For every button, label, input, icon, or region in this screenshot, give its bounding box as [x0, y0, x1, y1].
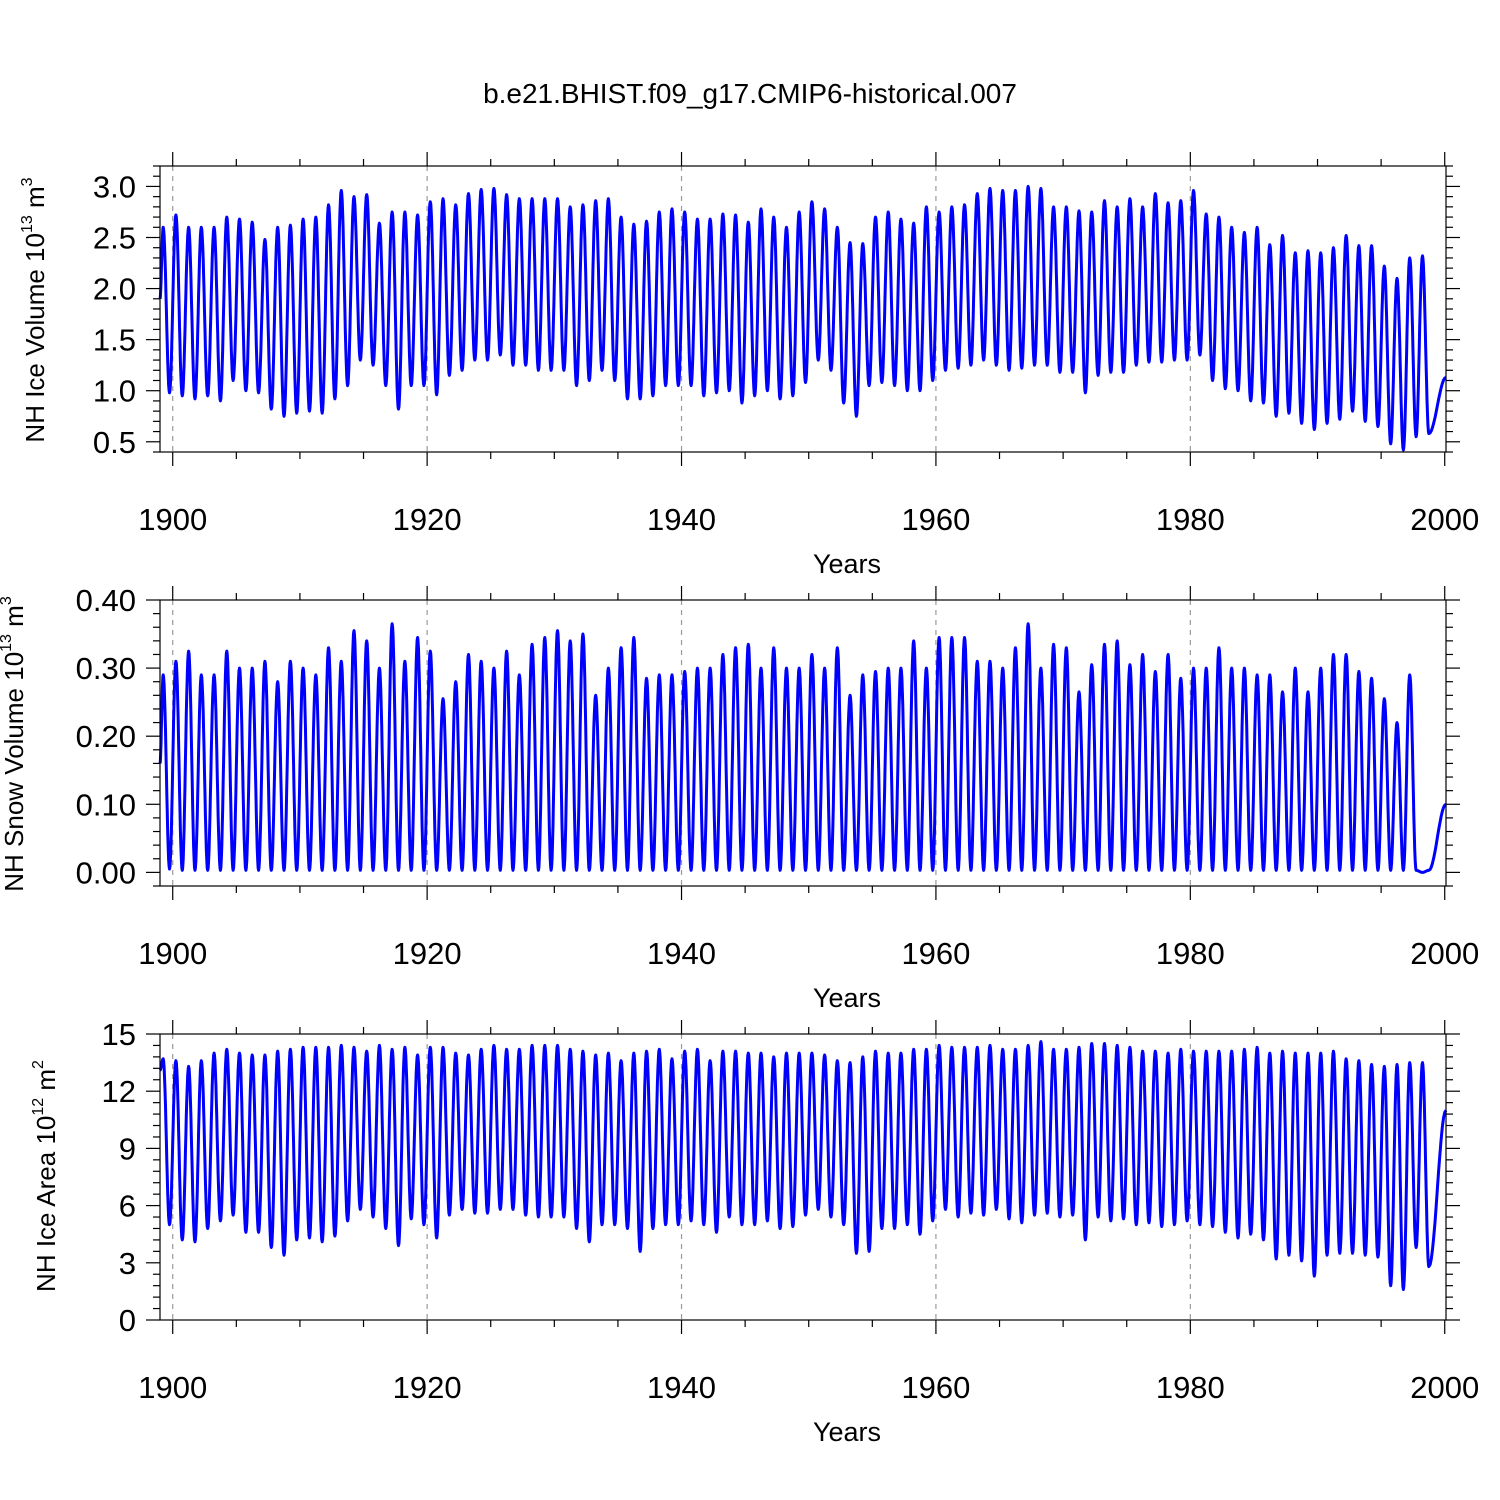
y-tick-label: 0.20: [76, 719, 136, 754]
ice-volume-panel: 1900 1920 1940 1960 1980 2000 Years 0.5 1.0 1.5 2.…: [19, 152, 1479, 579]
x-tick-label: 2000: [1410, 1370, 1479, 1405]
y-ticks: [146, 1033, 1460, 1321]
x-tick-label: 1900: [138, 1370, 207, 1405]
x-tick-label: 1900: [138, 936, 207, 971]
x-ticks: [172, 152, 1446, 466]
figure-title: b.e21.BHIST.f09_g17.CMIP6-historical.007: [483, 78, 1017, 109]
y-tick-label: 2.5: [93, 221, 136, 256]
x-tick-label: 1940: [647, 502, 716, 537]
x-ticks: [172, 586, 1446, 900]
y-tick-label: 12: [102, 1074, 136, 1109]
x-tick-label: 2000: [1410, 936, 1479, 971]
x-tick-label: 1940: [647, 1370, 716, 1405]
x-tick-label: 1920: [393, 502, 462, 537]
y-tick-label: 0.30: [76, 651, 136, 686]
x-tick-label: 2000: [1410, 502, 1479, 537]
y-tick-label: 15: [102, 1017, 136, 1052]
plot-frame: [159, 1033, 1447, 1321]
x-tick-label: 1900: [138, 502, 207, 537]
series-line: [158, 1040, 1448, 1291]
y-tick-label: 3.0: [93, 169, 136, 204]
x-tick-label: 1960: [901, 936, 970, 971]
y-axis-label: NH Ice Volume 1013 m3: [19, 177, 50, 442]
series-line: [158, 184, 1447, 452]
snow-volume-panel: 1900 1920 1940 1960 1980 2000 Years 0.00 0.10 0.2…: [0, 583, 1479, 1013]
x-axis-label: Years: [813, 983, 881, 1013]
x-tick-label: 1980: [1156, 1370, 1225, 1405]
y-tick-label: 2.0: [93, 272, 136, 307]
y-tick-label: 6: [119, 1189, 136, 1224]
x-tick-label: 1980: [1156, 936, 1225, 971]
plot-frame: [159, 599, 1447, 887]
series-line: [158, 622, 1447, 874]
y-tick-label: 1.0: [93, 374, 136, 409]
x-tick-label: 1980: [1156, 502, 1225, 537]
x-axis-label: Years: [813, 1417, 881, 1447]
y-tick-label: 1.5: [93, 323, 136, 358]
y-axis-label: NH Ice Area 1012 m2: [30, 1060, 61, 1292]
x-tick-label: 1920: [393, 1370, 462, 1405]
y-tick-label: 3: [119, 1246, 136, 1281]
x-tick-label: 1960: [901, 502, 970, 537]
x-tick-label: 1940: [647, 936, 716, 971]
y-tick-label: 0.40: [76, 583, 136, 618]
y-tick-label: 0.10: [76, 787, 136, 822]
y-ticks: [146, 165, 1460, 453]
x-axis-label: Years: [813, 549, 881, 579]
y-tick-label: 9: [119, 1131, 136, 1166]
y-axis-label: NH Snow Volume 1013 m3: [0, 596, 29, 892]
ice-area-panel: 1900 1920 1940 1960 1980 2000 Years 0 3 6 9 12 15 NH …: [30, 1017, 1479, 1447]
x-tick-label: 1960: [901, 1370, 970, 1405]
x-ticks: [172, 1020, 1446, 1334]
x-tick-label: 1920: [393, 936, 462, 971]
y-tick-label: 0.00: [76, 855, 136, 890]
y-tick-label: 0: [119, 1303, 136, 1338]
y-tick-label: 0.5: [93, 425, 136, 460]
y-ticks: [146, 599, 1460, 887]
